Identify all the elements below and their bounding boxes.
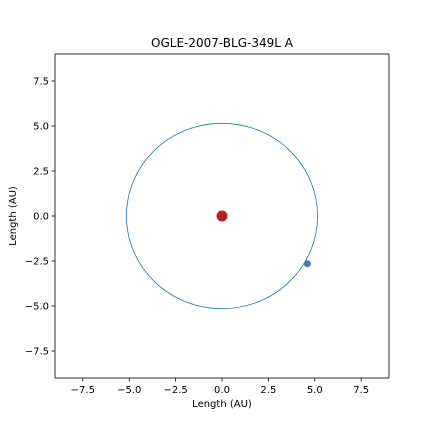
y-tick-label: 0.0 [33,212,49,223]
y-tick-label: −5.0 [25,302,49,313]
x-tick-label: 7.5 [353,385,369,396]
y-tick-label: −2.5 [25,257,49,268]
x-tick-label: 0.0 [214,385,230,396]
y-axis-ticks: 7.5 5.0 2.5 0.0 −2.5 −5.0 −7.5 [25,77,55,358]
planet-marker [303,260,311,268]
y-axis-label: Length (AU) [8,186,19,246]
x-tick-label: −5.0 [117,385,141,396]
y-tick-label: 5.0 [33,122,49,133]
x-tick-label: −7.5 [71,385,95,396]
star-marker [216,210,228,222]
plot-area [126,122,318,310]
x-tick-label: 5.0 [307,385,323,396]
x-tick-label: 2.5 [260,385,276,396]
x-tick-label: −2.5 [163,385,187,396]
x-axis-label: Length (AU) [192,399,252,410]
orbit-path [126,122,318,310]
y-tick-label: −7.5 [25,347,49,358]
y-tick-label: 2.5 [33,167,49,178]
chart-title: OGLE-2007-BLG-349L A [151,36,294,50]
y-tick-label: 7.5 [33,77,49,88]
x-axis-ticks: −7.5 −5.0 −2.5 0.0 2.5 5.0 7.5 [71,378,369,396]
